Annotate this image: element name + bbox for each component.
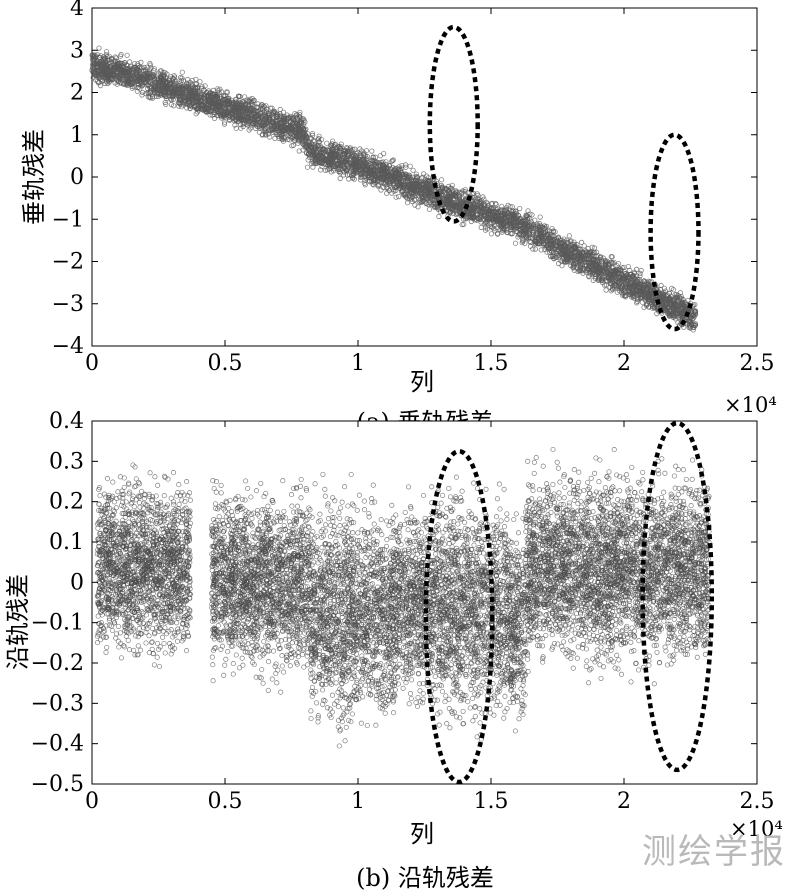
scatter-point [633, 300, 640, 306]
scatter-point [589, 244, 595, 250]
scatter-point [517, 206, 523, 212]
scatter-point [415, 204, 421, 210]
scatter-point [140, 89, 146, 96]
scatter-point [566, 233, 572, 239]
scatter-point [658, 282, 664, 289]
scatter-point [532, 246, 539, 252]
panel-a-points [89, 45, 699, 333]
scatter-point [369, 148, 375, 154]
scatter-point [402, 162, 409, 168]
scatter-point [389, 158, 396, 164]
